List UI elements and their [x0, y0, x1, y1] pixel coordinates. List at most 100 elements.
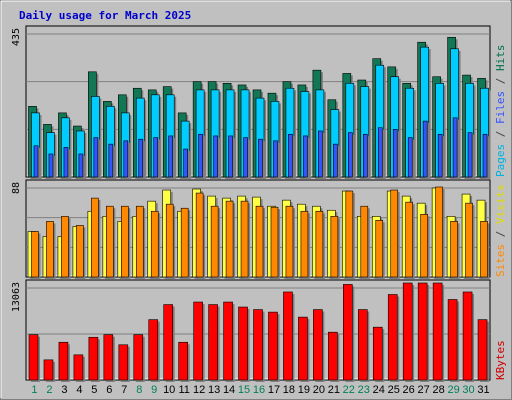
bar-fill: [73, 354, 84, 381]
bar-kbytes: [298, 316, 310, 382]
bar-sites: [390, 189, 400, 279]
panel-kbytes: 13063 KBytes: [11, 279, 507, 382]
bar-kbytes: [447, 299, 460, 382]
bars-traffic: [28, 36, 491, 180]
legend-part: /: [494, 124, 507, 144]
bar-kbytes: [88, 336, 100, 382]
legend-part: Hits: [494, 45, 507, 72]
bar-fill: [240, 200, 249, 278]
bar-sites: [210, 205, 221, 279]
bar-fill: [348, 132, 353, 178]
bar-sites: [405, 201, 415, 279]
bar-fill: [118, 344, 129, 381]
bar-fill: [88, 336, 99, 381]
bar-sites: [465, 202, 475, 279]
bar-kbytes: [118, 344, 130, 382]
day-label: 13: [208, 384, 220, 396]
bar-sites: [435, 186, 445, 279]
bar-fill: [283, 291, 293, 381]
day-label: 29: [447, 384, 459, 396]
bar-files: [93, 137, 100, 179]
bar-files: [318, 130, 325, 179]
day-label: 31: [477, 384, 489, 396]
bar-kbytes: [328, 331, 340, 382]
bar-fill: [178, 341, 188, 381]
bar-fill: [228, 135, 233, 178]
bar-fill: [103, 334, 114, 381]
y-axis-max-label: 13063: [11, 282, 22, 312]
bar-files: [198, 133, 205, 179]
bar-fill: [437, 133, 443, 178]
day-label: 15: [238, 384, 250, 396]
bar-fill: [138, 138, 144, 178]
bar-fill: [447, 299, 458, 381]
bar-sites: [46, 221, 56, 279]
bar-sites: [255, 205, 266, 279]
bar-fill: [195, 192, 204, 278]
bar-fill: [303, 135, 308, 178]
bar-fill: [313, 309, 323, 381]
bar-files: [452, 117, 460, 179]
bar-kbytes: [58, 341, 70, 382]
bar-fill: [298, 316, 308, 381]
bar-fill: [407, 137, 413, 178]
bar-sites: [31, 231, 41, 279]
bar-files: [33, 145, 40, 179]
bar-fill: [31, 231, 39, 278]
bar-files: [123, 140, 130, 179]
bar-fill: [362, 133, 368, 178]
bar-fill: [318, 130, 323, 178]
bar-files: [168, 135, 175, 179]
bar-kbytes: [103, 334, 115, 382]
day-label: 19: [298, 384, 310, 396]
bar-files: [228, 135, 235, 179]
bar-fill: [223, 301, 233, 381]
bar-fill: [387, 294, 398, 381]
day-label: 17: [268, 384, 280, 396]
bar-fill: [193, 301, 203, 381]
bar-sites: [150, 210, 161, 279]
bar-sites: [135, 205, 146, 279]
bar-kbytes: [477, 319, 490, 382]
bar-fill: [360, 205, 369, 278]
bar-sites: [91, 197, 101, 279]
bar-fill: [180, 207, 189, 278]
bar-sites: [76, 225, 86, 279]
bar-kbytes: [178, 341, 190, 382]
bar-fill: [135, 205, 144, 278]
bar-fill: [153, 137, 159, 178]
bar-fill: [43, 359, 54, 381]
bar-fill: [480, 221, 488, 278]
day-label: 11: [178, 384, 189, 396]
bar-sites: [195, 192, 206, 279]
bar-fill: [482, 133, 488, 178]
bar-fill: [148, 319, 159, 381]
bar-kbytes: [28, 334, 40, 382]
bars-visits: [27, 186, 490, 279]
bar-kbytes: [238, 306, 250, 382]
bar-files: [48, 153, 55, 179]
bar-fill: [477, 319, 488, 381]
bar-files: [333, 143, 340, 179]
bar-sites: [330, 216, 340, 279]
bar-fill: [465, 202, 473, 278]
day-label: 26: [403, 384, 415, 396]
bar-files: [78, 153, 85, 179]
bar-fill: [93, 137, 99, 178]
bar-fill: [390, 189, 399, 278]
legend-part: /: [494, 71, 507, 91]
bar-files: [482, 133, 490, 179]
bar-fill: [108, 143, 114, 178]
bar-fill: [450, 221, 458, 278]
bar-files: [407, 137, 415, 179]
bar-kbytes: [148, 319, 160, 382]
bar-fill: [405, 201, 413, 278]
bar-files: [392, 129, 400, 179]
bar-sites: [360, 205, 370, 279]
y-axis-max-label: 435: [11, 28, 22, 46]
legend-part: /: [494, 224, 507, 244]
bar-files: [303, 135, 310, 179]
bar-sites: [165, 203, 176, 279]
bar-files: [138, 138, 145, 179]
bar-sites: [345, 190, 355, 279]
